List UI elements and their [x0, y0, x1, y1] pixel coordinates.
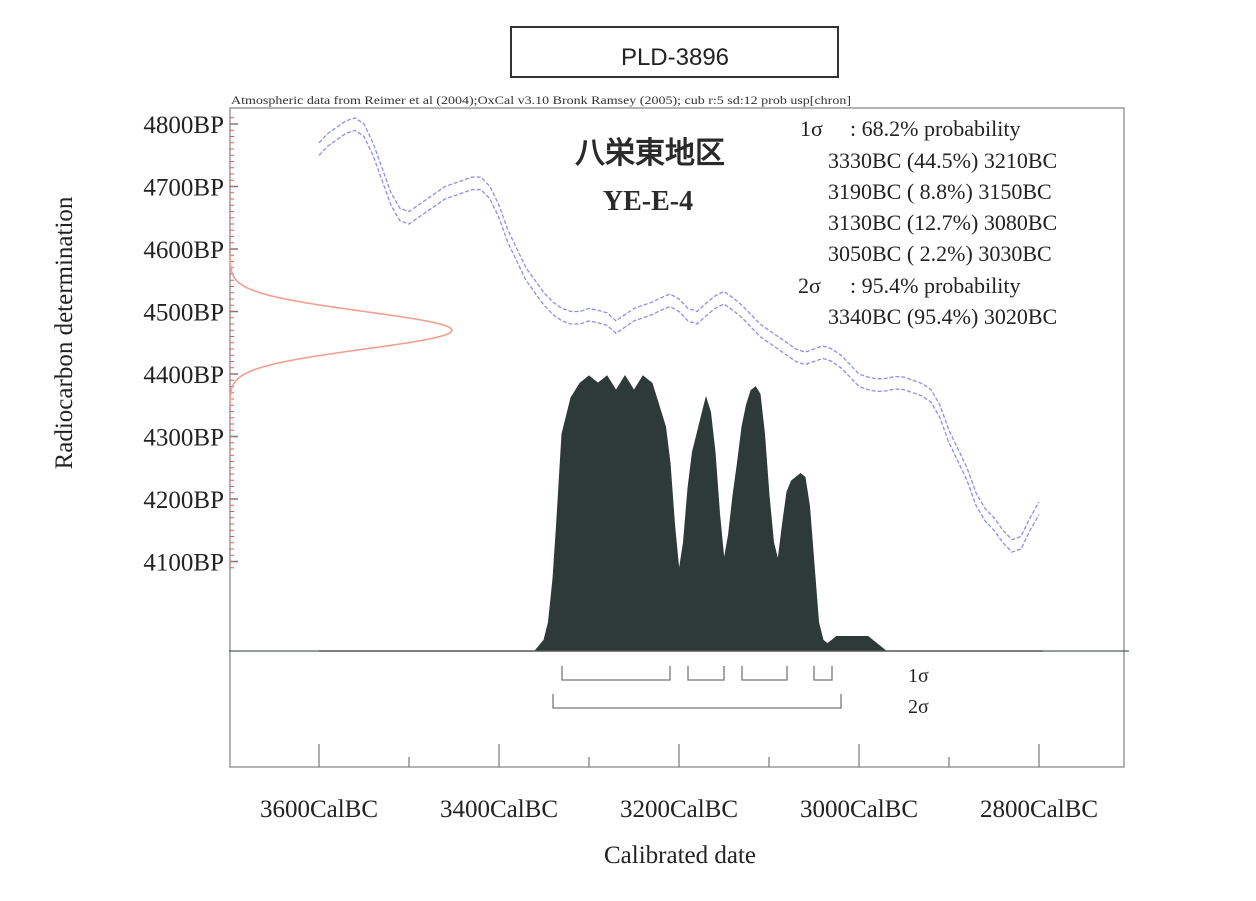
- plot-frame: [229, 107, 1125, 768]
- sigma2-range-bracket: [552, 694, 842, 709]
- x-tick-label: 3400CalBC: [440, 796, 558, 823]
- y-axis: 4800BP 4700BP 4600BP 4500BP 4400BP 4300BP 4200…: [143, 112, 238, 577]
- sigma1-range-bracket: [687, 666, 725, 681]
- sigma2-bracket-label: 2σ: [908, 696, 929, 718]
- sigma2-probability: : 95.4% probability: [850, 273, 1020, 298]
- x-tick-label: 2800CalBC: [980, 796, 1098, 823]
- sample-code: YE-E-4: [603, 186, 693, 217]
- y-tick-label: 4600BP: [143, 237, 224, 264]
- sigma1-range: 3190BC ( 8.8%) 3150BC: [828, 179, 1052, 204]
- probability-area: [229, 375, 1129, 652]
- calibration-curve: [318, 117, 1040, 553]
- sigma1-range: 3050BC ( 2.2%) 3030BC: [828, 241, 1052, 266]
- sigma1-symbol: 1σ: [800, 116, 823, 141]
- sigma1-range-bracket: [813, 666, 833, 681]
- x-tick-label: 3600CalBC: [260, 796, 378, 823]
- sigma2-symbol: 2σ: [798, 273, 821, 298]
- y-tick-label: 4700BP: [143, 175, 224, 202]
- sigma1-range: 3330BC (44.5%) 3210BC: [828, 148, 1057, 173]
- calibration-curve-lower: [318, 129, 1040, 553]
- site-name: 八栄東地区: [575, 137, 725, 170]
- y-axis-title: Radiocarbon determination: [51, 196, 78, 469]
- sigma1-probability: : 68.2% probability: [850, 116, 1020, 141]
- sigma1-range-bracket: [741, 666, 788, 681]
- y-tick-label: 4500BP: [143, 300, 224, 327]
- y-tick-label: 4400BP: [143, 362, 224, 389]
- sigma2-range: 3340BC (95.4%) 3020BC: [828, 304, 1057, 329]
- measurement-gaussian: [229, 255, 453, 406]
- sigma1-range-bracket: [561, 666, 671, 681]
- y-tick-label: 4100BP: [143, 550, 224, 577]
- sample-id-box: [510, 26, 839, 78]
- y-tick-label: 4200BP: [143, 487, 224, 514]
- calibration-curve-upper: [318, 117, 1040, 541]
- calibrated-distribution: [229, 375, 1129, 652]
- x-axis: 3600CalBC 3400CalBC 3200CalBC 3000CalBC 2800…: [260, 744, 1098, 823]
- y-tick-label: 4800BP: [143, 112, 224, 139]
- x-tick-label: 3200CalBC: [620, 796, 738, 823]
- results-legend: 1σ : 68.2% probability 3330BC (44.5%) 32…: [798, 116, 1057, 329]
- sample-id-title: PLD-3896: [621, 44, 729, 71]
- header-note: Atmospheric data from Reimer et al (2004…: [231, 95, 851, 107]
- sigma1-range: 3130BC (12.7%) 3080BC: [828, 210, 1057, 235]
- measurement-distribution: [229, 255, 453, 406]
- x-axis-title: Calibrated date: [604, 842, 756, 869]
- x-tick-label: 3000CalBC: [800, 796, 918, 823]
- sigma1-bracket-label: 1σ: [908, 665, 929, 687]
- y-tick-label: 4300BP: [143, 425, 224, 452]
